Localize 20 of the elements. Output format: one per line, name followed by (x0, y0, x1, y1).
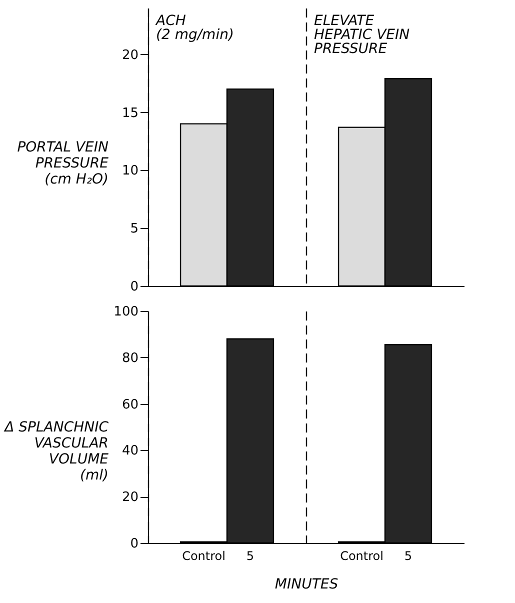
y-tick-label: 80 (122, 350, 138, 366)
y-axis-title: PORTAL VEIN PRESSURE (cm H₂O) (17, 140, 110, 188)
y-tick-label: 20 (122, 48, 138, 63)
x-tick-label: Control (340, 549, 384, 563)
y-tick-label: 100 (114, 304, 138, 320)
y-tick-label: 20 (122, 490, 138, 506)
y-tick-label: 60 (122, 397, 138, 412)
y-tick-label: 0 (130, 536, 138, 552)
x-tick-label: 5 (246, 549, 254, 563)
y-axis-title: Δ SPLANCHNIC VASCULAR VOLUME (ml) (4, 420, 109, 484)
annotation: ACH (2 mg/min) (155, 13, 234, 43)
y-tick-label: 0 (130, 280, 138, 294)
x-tick-label: 5 (404, 549, 412, 563)
x-tick-label: Control (182, 549, 226, 563)
x-axis-title: MINUTES (274, 576, 338, 592)
y-tick-label: 15 (122, 106, 138, 121)
y-tick-label: 40 (122, 444, 138, 459)
y-tick-label: 5 (130, 222, 138, 237)
annotation: ELEVATE HEPATIC VEIN PRESSURE (314, 13, 410, 57)
y-tick-label: 10 (122, 164, 138, 179)
